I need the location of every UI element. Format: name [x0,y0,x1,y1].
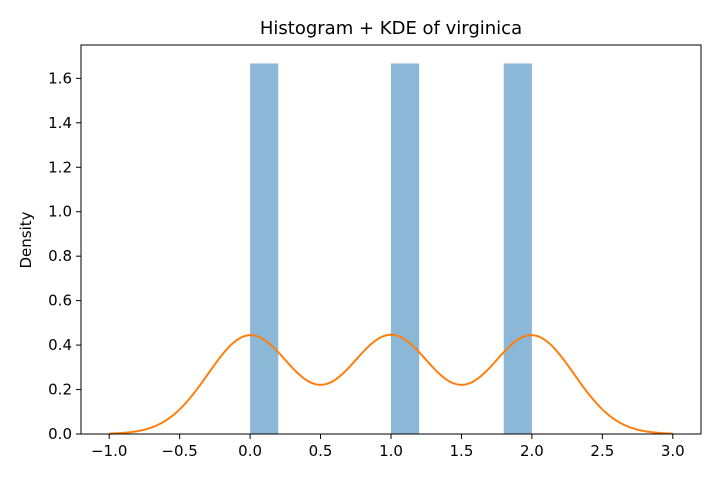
y-tick-label: 1.0 [48,203,72,221]
kde-curve-group [109,333,673,435]
y-tick-label: 0.2 [48,381,72,399]
x-tick-label: 2.0 [520,442,544,460]
x-tick-label: −1.0 [91,442,127,460]
x-tick-label: 1.5 [450,442,474,460]
y-tick-label: 0.6 [48,292,72,310]
histogram-bar-1 [250,63,279,435]
chart-title: Histogram + KDE of virginica [260,18,522,39]
histogram-bar-2 [391,63,420,435]
y-tick-label: 1.4 [48,114,72,132]
x-tick-label: 1.0 [379,442,403,460]
x-tick-label: 0.5 [309,442,333,460]
histogram-bars [250,63,532,435]
histogram-bar-3 [503,63,532,435]
y-axis-label: Density [17,211,35,268]
y-tick-label: 1.2 [48,158,72,176]
y-tick-label: 0.4 [48,336,72,354]
x-tick-label: 2.5 [590,442,614,460]
y-tick-label: 0.8 [48,247,72,265]
kde-line [109,333,673,435]
x-tick-label: 3.0 [661,442,685,460]
axes: −1.0 −0.5 0.0 0.5 1.0 1.5 2.0 2.5 3.0 0.0 0.2 0.4 0.… [48,44,702,460]
y-tick-label: 1.6 [48,69,72,87]
y-tick-label: 0.0 [48,425,72,443]
x-tick-label: −0.5 [161,442,197,460]
x-tick-label: 0.0 [238,442,262,460]
